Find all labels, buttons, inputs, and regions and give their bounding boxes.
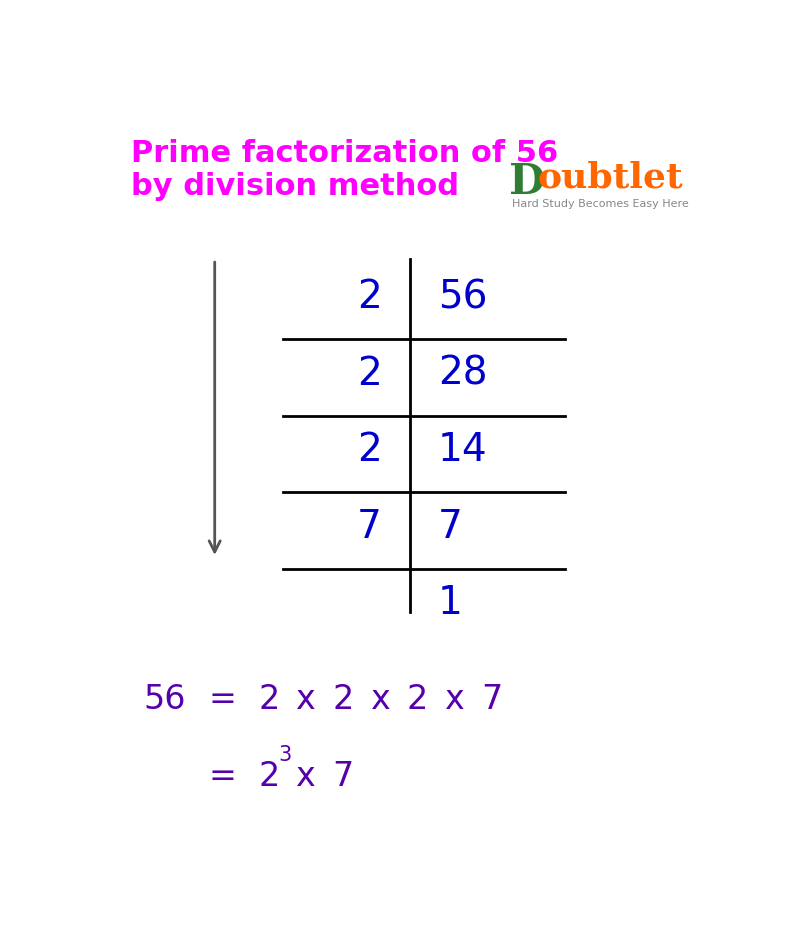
Text: x: x [295,760,315,793]
Text: 2: 2 [258,760,279,793]
Text: =: = [209,683,236,716]
Text: x: x [370,683,390,716]
Text: 1: 1 [438,585,462,622]
Text: 14: 14 [438,431,487,469]
Text: 56: 56 [438,278,487,316]
Text: x: x [444,683,464,716]
Text: Prime factorization of 56: Prime factorization of 56 [131,139,558,168]
Text: D: D [510,161,546,202]
Text: Hard Study Becomes Easy Here: Hard Study Becomes Easy Here [512,199,689,209]
Text: oubtlet: oubtlet [537,161,682,195]
Text: 2: 2 [407,683,428,716]
Text: 2: 2 [333,683,354,716]
Text: 28: 28 [438,355,487,393]
Text: 2: 2 [258,683,279,716]
Text: 7: 7 [438,508,462,546]
Text: 7: 7 [333,760,354,793]
Text: 7: 7 [482,683,502,716]
Text: 2: 2 [358,431,382,469]
Text: by division method: by division method [131,172,459,201]
Text: 56: 56 [143,683,186,716]
Text: x: x [295,683,315,716]
Text: 2: 2 [358,278,382,316]
Text: 2: 2 [358,355,382,393]
Text: 7: 7 [358,508,382,546]
Text: =: = [209,760,236,793]
Text: 3: 3 [278,745,292,764]
